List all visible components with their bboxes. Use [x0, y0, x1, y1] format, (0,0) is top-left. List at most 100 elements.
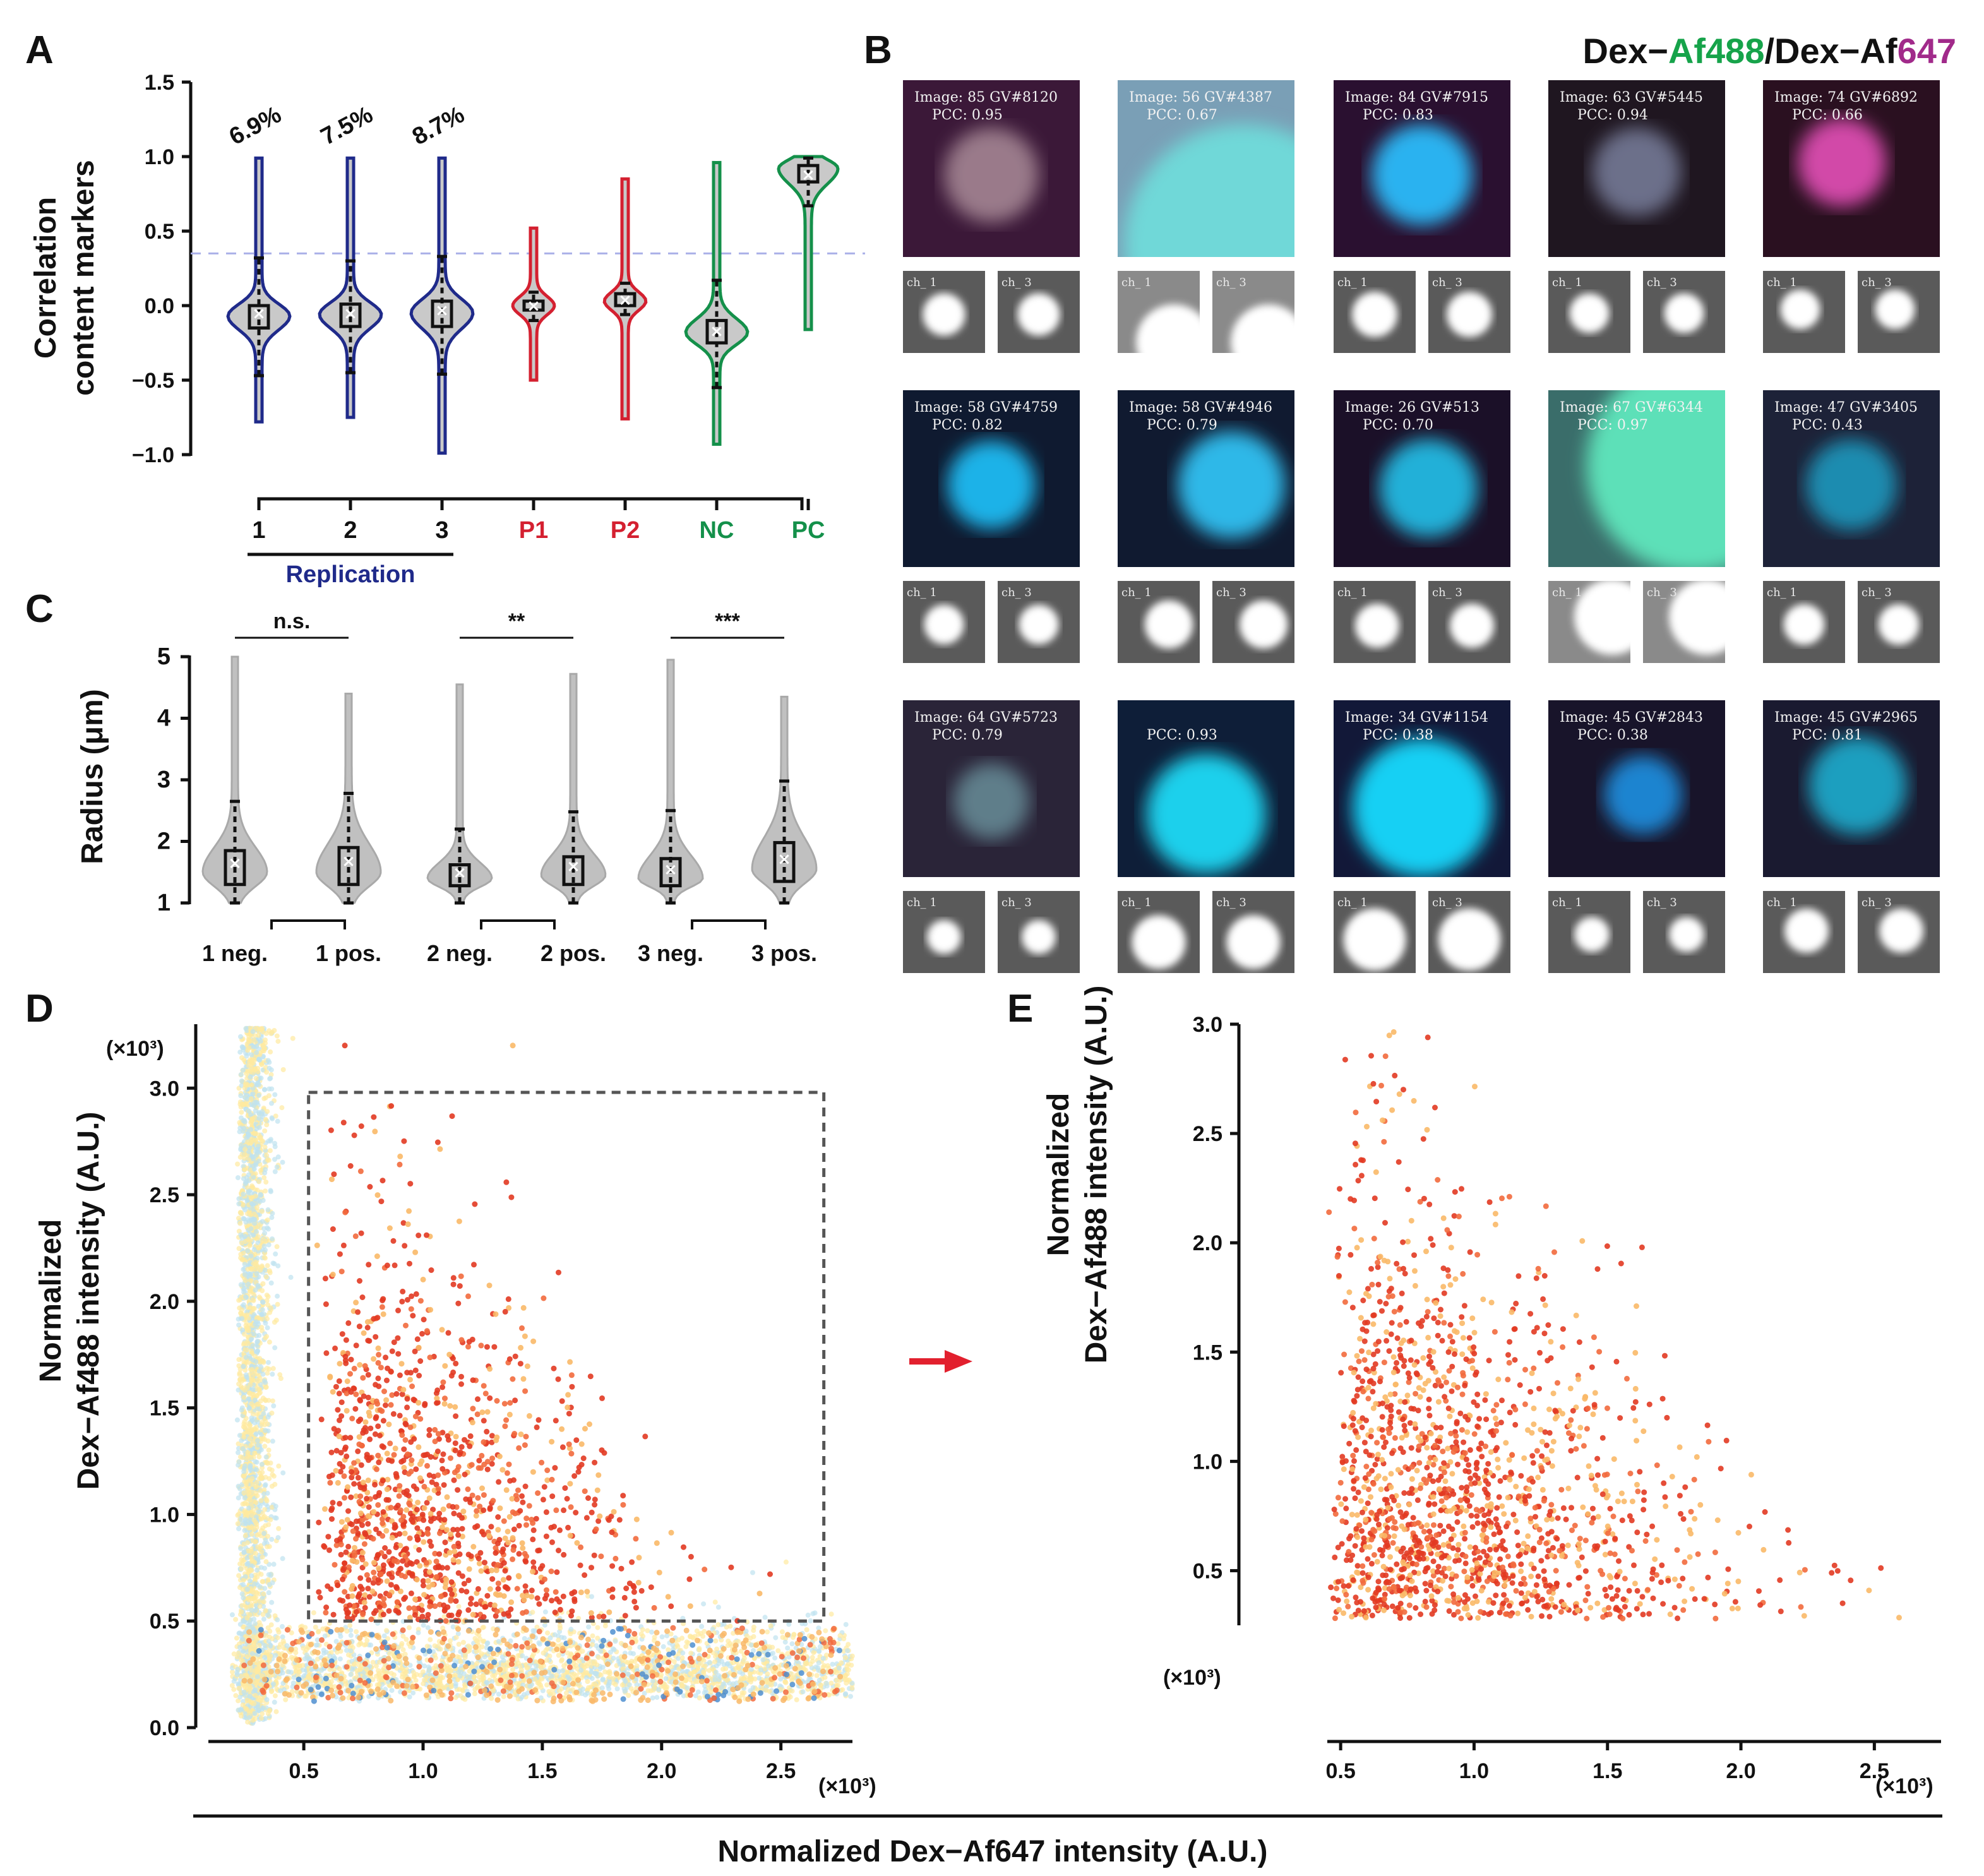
background-point — [248, 1567, 253, 1572]
background-point — [264, 1070, 270, 1075]
background-point — [411, 1670, 416, 1675]
background-point — [250, 1091, 256, 1097]
radius-violin-3-mean-marker: × — [566, 857, 580, 876]
background-point — [384, 1628, 389, 1634]
background-point — [261, 1616, 266, 1622]
a-xtick-label: 2 — [344, 517, 357, 544]
background-point — [253, 1160, 259, 1166]
background-point — [253, 1693, 258, 1698]
background-point — [258, 1474, 264, 1479]
background-point — [244, 1512, 249, 1517]
background-point — [242, 1156, 248, 1161]
background-point — [765, 1671, 770, 1676]
radius-violin-2 — [426, 683, 493, 904]
radius-violin-4-mean-marker: × — [664, 860, 678, 879]
background-point — [268, 1280, 274, 1286]
droplet — [1808, 736, 1907, 835]
background-point — [580, 1687, 586, 1692]
background-point — [568, 1627, 574, 1632]
background-point — [250, 1387, 256, 1392]
channel-thumb-label: ch_ 3 — [1001, 586, 1032, 599]
background-point — [559, 1657, 565, 1663]
background-point — [260, 1029, 266, 1035]
cell-pcc-label: PCC: 0.95 — [932, 107, 1003, 123]
background-point — [782, 1679, 788, 1685]
channel-thumb-label: ch_ 3 — [1216, 586, 1246, 599]
background-point — [239, 1316, 245, 1322]
violin-PC-box — [797, 164, 820, 184]
background-point — [467, 1647, 472, 1653]
background-point — [252, 1711, 258, 1716]
background-point — [272, 1261, 277, 1267]
cell-pcc-label: PCC: 0.70 — [1363, 417, 1433, 433]
background-point — [273, 1503, 278, 1509]
background-point — [694, 1628, 700, 1634]
background-point — [649, 1629, 655, 1635]
radius-violin-4-box — [659, 857, 682, 888]
background-point — [407, 1694, 412, 1700]
background-point — [260, 1698, 265, 1704]
background-point — [254, 1567, 260, 1573]
droplet — [1806, 439, 1897, 530]
background-point — [240, 1385, 246, 1391]
channel-thumb-label: ch_ 1 — [1767, 896, 1797, 909]
background-point — [263, 1454, 269, 1460]
background-point — [268, 1137, 273, 1142]
panel-c-xlabels: 1 neg. 1 pos. 2 neg. 2 pos. 3 neg. 3 pos. — [202, 940, 817, 966]
replication-label: Replication — [286, 561, 415, 588]
background-point — [244, 1053, 249, 1059]
background-point — [229, 1612, 235, 1618]
background-point — [321, 1651, 326, 1656]
background-point — [713, 1638, 719, 1644]
background-point — [381, 1633, 387, 1639]
background-point — [246, 1172, 251, 1178]
background-point — [244, 1374, 249, 1380]
background-point — [283, 1697, 289, 1702]
background-point — [272, 1699, 277, 1705]
background-point — [235, 1175, 241, 1181]
background-point — [262, 1144, 268, 1150]
background-point — [256, 1598, 262, 1604]
channel-thumb-droplet — [1144, 600, 1193, 649]
droplet — [1798, 118, 1886, 206]
background-point — [244, 1707, 249, 1712]
background-point — [250, 1297, 256, 1303]
background-point — [460, 1695, 466, 1701]
panel-d-xscale: (×10³) — [818, 1774, 876, 1798]
background-point — [265, 1370, 270, 1376]
panel-a-x-axis — [257, 497, 804, 510]
cell-image-label: Image: 67 GV#6344 — [1560, 400, 1703, 415]
background-point — [272, 1515, 278, 1521]
background-point — [258, 1488, 263, 1493]
channel-thumb-label: ch_ 3 — [1647, 276, 1677, 289]
c-xtick-label: 3 pos. — [751, 940, 817, 966]
cell-pcc-label: PCC: 0.38 — [1363, 727, 1433, 743]
channel-thumb-droplet — [1022, 920, 1056, 954]
background-point — [243, 1354, 249, 1360]
background-point — [471, 1674, 477, 1680]
background-point — [290, 1680, 296, 1686]
background-point — [260, 1281, 266, 1286]
background-point — [241, 1102, 246, 1107]
background-point — [254, 1339, 260, 1345]
panel-a-xlabels: 1 2 3 P1 P2 NC PC — [252, 499, 825, 544]
background-point — [280, 1556, 285, 1562]
droplet — [1178, 431, 1285, 539]
background-point — [634, 1663, 640, 1669]
channel-thumb-label: ch_ 3 — [1216, 276, 1246, 289]
background-point — [456, 1642, 462, 1647]
cell-image-label: Image: 45 GV#2843 — [1560, 710, 1703, 726]
channel-thumb-label: ch_ 3 — [1001, 896, 1032, 909]
background-point — [249, 1052, 254, 1058]
background-point — [248, 1074, 253, 1080]
background-point — [257, 1198, 263, 1204]
channel-thumb-droplet — [923, 293, 965, 336]
background-point — [270, 1366, 276, 1371]
background-point — [256, 1179, 262, 1185]
background-point — [676, 1637, 681, 1642]
